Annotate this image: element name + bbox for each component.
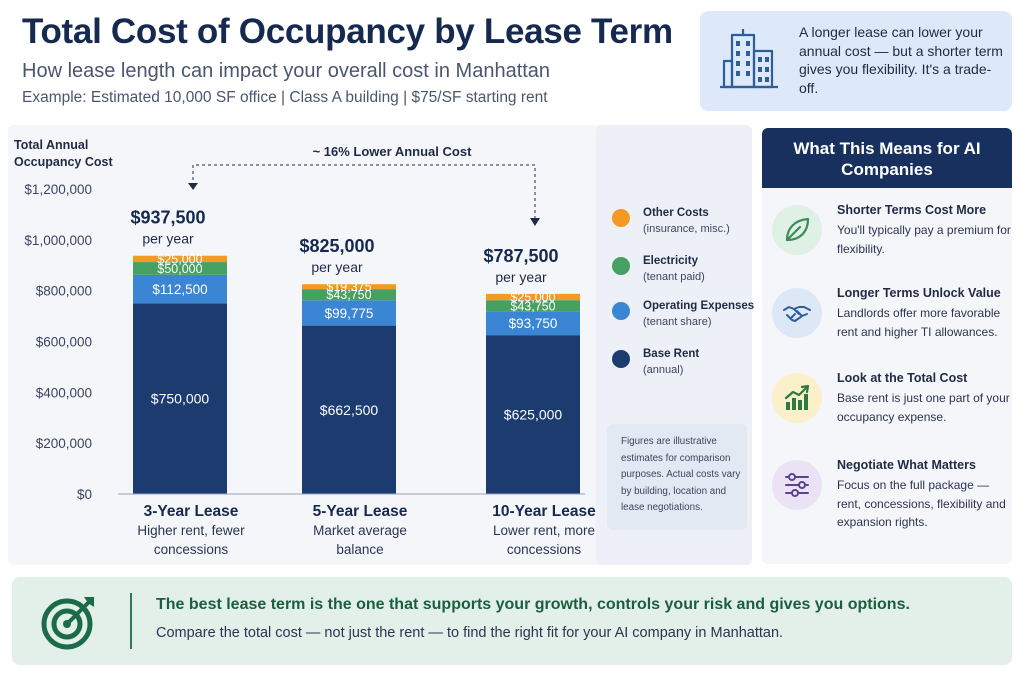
annotation-arrow-head bbox=[530, 218, 540, 226]
y-tick-label: $0 bbox=[77, 487, 92, 502]
what-this-means-panel: What This Means for AI Companies Shorter… bbox=[762, 128, 1012, 564]
x-category-desc: concessions bbox=[154, 542, 229, 557]
bar-value-label: $112,500 bbox=[152, 282, 207, 297]
bar-segment bbox=[133, 262, 227, 275]
bar-total-label: $787,500 bbox=[483, 246, 558, 266]
means-item-desc: You'll typically pay a premium for flexi… bbox=[837, 223, 1011, 256]
bar-segment bbox=[486, 300, 580, 312]
tradeoff-callout: A longer lease can lower your annual cos… bbox=[700, 11, 1012, 111]
growth-chart-icon bbox=[772, 373, 822, 423]
y-tick-label: $600,000 bbox=[36, 335, 92, 350]
bar-value-label: $43,750 bbox=[326, 288, 371, 302]
x-category-label: 10-Year Lease bbox=[492, 503, 596, 520]
bar-value-label: $750,000 bbox=[151, 391, 210, 407]
bar-segment bbox=[133, 255, 227, 263]
bar-segment bbox=[302, 300, 396, 326]
example-note: Example: Estimated 10,000 SF office | Cl… bbox=[22, 89, 548, 106]
bar-segment bbox=[302, 289, 396, 301]
bottom-banner: The best lease term is the one that supp… bbox=[12, 577, 1012, 665]
legend-label: Electricity bbox=[643, 255, 698, 267]
bar-segment bbox=[486, 293, 580, 301]
bottom-headline: The best lease term is the one that supp… bbox=[156, 596, 910, 613]
bar-value-label: $93,750 bbox=[509, 316, 558, 331]
x-category-label: 3-Year Lease bbox=[144, 503, 239, 520]
x-category-label: 5-Year Lease bbox=[313, 503, 408, 520]
y-tick-label: $800,000 bbox=[36, 284, 92, 299]
means-item-title: Longer Terms Unlock Value bbox=[837, 286, 1001, 300]
bar-segment bbox=[302, 284, 396, 290]
means-item-title: Look at the Total Cost bbox=[837, 371, 968, 385]
x-category-desc: Market average bbox=[313, 523, 407, 538]
bar-value-label: $50,000 bbox=[157, 262, 202, 276]
bar-value-label: $625,000 bbox=[504, 407, 563, 423]
legend-sublabel: (insurance, misc.) bbox=[643, 223, 730, 235]
x-category-desc: Higher rent, fewer bbox=[137, 523, 245, 538]
bar-segment bbox=[486, 335, 580, 494]
bar-value-label: $25,000 bbox=[157, 252, 202, 266]
means-item-desc: Base rent is just one part of your occup… bbox=[837, 391, 1010, 424]
savings-annotation: ~ 16% Lower Annual Cost bbox=[313, 144, 472, 159]
y-axis-title-line2: Occupancy Cost bbox=[14, 155, 113, 169]
bar-value-label: $99,775 bbox=[325, 306, 374, 321]
y-tick-label: $400,000 bbox=[36, 385, 92, 400]
means-item-title: Shorter Terms Cost More bbox=[837, 203, 987, 217]
page-subtitle: How lease length can impact your overall… bbox=[22, 60, 551, 82]
bar-segment bbox=[133, 303, 227, 494]
bar-per-year-label: per year bbox=[142, 231, 194, 247]
legend-label: Other Costs bbox=[643, 207, 709, 219]
bar-value-label: $662,500 bbox=[320, 402, 379, 418]
x-category-desc: Lower rent, more bbox=[493, 523, 595, 538]
legend-label: Operating Expenses bbox=[643, 300, 755, 312]
y-tick-label: $200,000 bbox=[36, 436, 92, 451]
means-item: Look at the Total Cost Base rent is just … bbox=[770, 371, 1010, 441]
legend-swatch bbox=[612, 209, 630, 227]
legend-sublabel: (tenant share) bbox=[643, 316, 712, 328]
means-item: Negotiate What Matters Focus on the full … bbox=[770, 458, 1010, 529]
y-tick-label: $1,200,000 bbox=[24, 182, 92, 197]
bar-total-label: $825,000 bbox=[299, 236, 374, 256]
bar-per-year-label: per year bbox=[311, 259, 363, 275]
annotation-arrow-line bbox=[192, 164, 536, 220]
legend-label: Base Rent bbox=[643, 348, 700, 360]
annotation-arrow-head bbox=[188, 183, 198, 190]
callout-text: A longer lease can lower your annual cos… bbox=[799, 24, 1003, 96]
means-item: Shorter Terms Cost More You'll typically … bbox=[770, 203, 1011, 273]
means-item-desc: Landlords offer more favorable rent and … bbox=[837, 306, 1001, 339]
x-category-desc: balance bbox=[336, 542, 383, 557]
page-title: Total Cost of Occupancy by Lease Term bbox=[22, 12, 673, 51]
divider bbox=[130, 593, 132, 649]
building-icon bbox=[720, 29, 778, 89]
means-item-title: Negotiate What Matters bbox=[837, 458, 976, 472]
bar-segment bbox=[486, 311, 580, 336]
leaf-icon bbox=[772, 205, 822, 255]
handshake-icon bbox=[772, 288, 822, 338]
stacked-bar-chart: Total Annual Occupancy Cost $0 $200,000 $400… bbox=[14, 138, 596, 557]
bar-total-label: $937,500 bbox=[130, 208, 205, 228]
x-category-desc: concessions bbox=[507, 542, 582, 557]
y-tick-label: $1,000,000 bbox=[24, 233, 92, 248]
legend-swatch bbox=[612, 302, 630, 320]
bar-segment bbox=[133, 274, 227, 304]
bar-segment bbox=[302, 325, 396, 494]
target-icon bbox=[41, 597, 94, 650]
means-item: Longer Terms Unlock Value Landlords offer… bbox=[770, 286, 1010, 356]
illustrative-note: Figures are illustrative estimates for c… bbox=[607, 424, 747, 530]
legend-swatch bbox=[612, 350, 630, 368]
bar-value-label: $43,750 bbox=[510, 299, 555, 313]
means-header: What This Means for AI Companies bbox=[762, 128, 1012, 188]
bar-value-label: $25,000 bbox=[510, 291, 555, 305]
bar-per-year-label: per year bbox=[495, 269, 547, 285]
bottom-subtext: Compare the total cost — not just the re… bbox=[156, 625, 784, 641]
legend-swatch bbox=[612, 257, 630, 275]
legend-sublabel: (annual) bbox=[643, 364, 684, 376]
sliders-icon bbox=[772, 460, 822, 510]
bar-value-label: $19,375 bbox=[326, 280, 371, 294]
y-axis-title: Total Annual bbox=[14, 138, 88, 152]
legend-sublabel: (tenant paid) bbox=[643, 271, 705, 283]
means-item-desc: Focus on the full package — rent, conces… bbox=[837, 478, 1006, 529]
